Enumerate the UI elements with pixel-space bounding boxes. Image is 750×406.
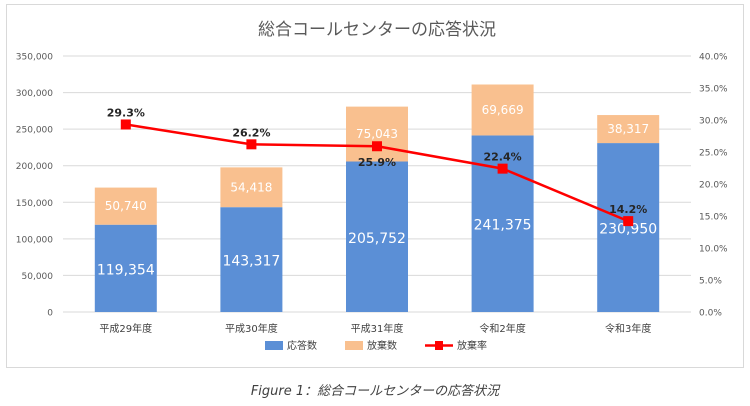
y-tick-label: 150,000 [16,199,53,209]
line-data-label: 29.3% [107,106,145,119]
line-marker [497,163,508,174]
y-tick-label: 50,000 [22,272,54,282]
y2-tick-label: 15.0% [699,213,728,223]
bar-data-label: 230,950 [599,222,657,238]
legend-label: 放棄率 [457,339,487,352]
x-tick-label: 平成29年度 [99,322,152,335]
y2-tick-label: 10.0% [699,245,728,255]
legend-swatch-marker [435,341,443,350]
y2-tick-label: 40.0% [699,53,728,63]
y-tick-label: 100,000 [16,235,53,245]
y2-tick-label: 5.0% [699,277,722,287]
y2-tick-label: 25.0% [699,149,728,159]
bar-abandoned [471,84,534,136]
bar-data-label: 75,043 [356,127,398,141]
bar-data-label: 119,354 [97,262,155,278]
y-tick-label: 300,000 [16,89,53,99]
x-tick-label: 平成30年度 [225,322,278,335]
legend-swatch-1 [345,341,363,350]
legend-label: 放棄数 [367,339,397,352]
line-marker [623,216,634,227]
y-tick-label: 0 [47,309,53,319]
bar-answered [597,143,660,312]
y2-tick-label: 35.0% [699,85,728,95]
bar-abandoned [220,167,283,208]
y-tick-label: 250,000 [16,126,53,136]
bar-data-label: 205,752 [348,231,406,247]
bar-answered [220,207,283,312]
line-marker [246,139,257,150]
bar-data-label: 54,418 [230,180,272,194]
chart-frame: 総合コールセンターの応答状況 0 50,000 100,000 150,000 200,0… [6,4,744,368]
bar-data-label: 50,740 [105,199,147,213]
bar-data-label: 38,317 [607,122,649,136]
line-data-label: 22.4% [484,151,522,164]
y-tick-label: 350,000 [16,53,53,63]
y2-tick-label: 20.0% [699,181,728,191]
bar-abandoned [346,106,408,162]
y-tick-label: 200,000 [16,162,53,172]
bar-data-label: 143,317 [222,254,280,270]
chart-title: 総合コールセンターの応答状況 [258,20,496,40]
x-tick-label: 令和2年度 [479,322,525,335]
figure-caption: Figure 1：総合コールセンターの応答状況 [250,384,500,399]
x-tick-label: 令和3年度 [605,322,651,335]
chart-svg: 総合コールセンターの応答状況 0 50,000 100,000 150,000 200,0… [16,20,728,352]
line-marker [372,141,382,152]
bar-data-label: 69,669 [482,103,524,117]
y2-tick-label: 0.0% [699,309,722,319]
legend-swatch-0 [265,341,283,350]
bar-data-label: 241,375 [474,218,532,234]
line-marker [120,119,131,130]
bar-abandoned [94,187,157,225]
line-data-label: 26.2% [232,126,270,139]
bar-abandoned [597,115,660,144]
x-tick-label: 平成31年度 [351,322,404,335]
line-data-label: 25.9% [358,156,396,169]
line-data-label: 14.2% [609,203,647,216]
legend-label: 応答数 [287,339,317,352]
bar-answered [346,161,408,312]
y2-tick-label: 30.0% [699,117,728,127]
bar-answered [94,224,157,312]
